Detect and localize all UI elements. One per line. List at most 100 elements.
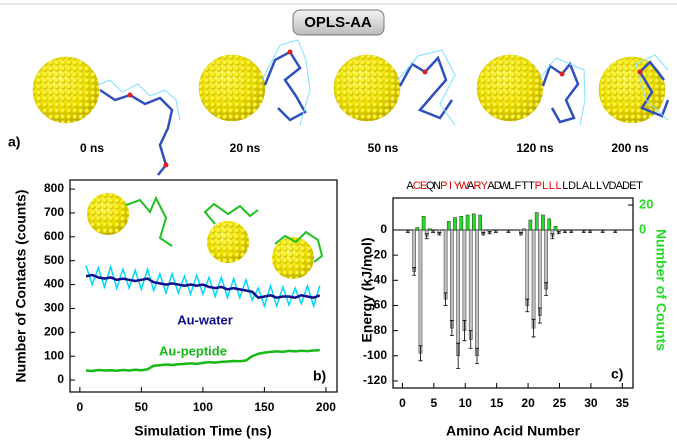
bar	[534, 212, 539, 231]
series-label: Au-water	[177, 312, 233, 327]
error-bar	[588, 229, 593, 233]
sequence-letter: D	[622, 180, 630, 192]
error-bar	[418, 345, 423, 362]
y2-tick-label: 20	[639, 196, 653, 211]
bar	[475, 229, 479, 357]
sequence-letter: C	[413, 180, 421, 192]
sequence-letter: D	[568, 180, 576, 192]
bar	[472, 213, 476, 231]
x-tick-label: 0	[76, 400, 83, 414]
x-tick-label: 10	[459, 396, 473, 410]
error-bar	[506, 229, 511, 233]
sequence-letter: Q	[426, 180, 435, 192]
series-line	[85, 273, 321, 300]
error-bar	[487, 230, 492, 235]
error-bar	[468, 330, 473, 349]
y-tick-label: -40	[370, 272, 388, 286]
y-tick-label: 200	[44, 324, 64, 338]
error-bar	[613, 229, 618, 233]
bar	[450, 229, 454, 329]
error-bar	[525, 298, 530, 313]
error-bar	[531, 318, 536, 338]
bar	[544, 229, 548, 290]
bar	[415, 227, 420, 231]
sequence-letter: L	[549, 180, 555, 192]
y-tick-label: 800	[44, 181, 64, 195]
y-axis-title: Energy (kJ/mol)	[359, 237, 375, 342]
y-tick-label: 600	[44, 229, 64, 243]
sequence-letter: L	[596, 180, 602, 192]
bar	[531, 229, 536, 329]
error-bar	[405, 229, 410, 233]
x-axis-title: Amino Acid Number	[446, 423, 581, 439]
error-bar	[437, 232, 442, 236]
inset	[87, 193, 324, 279]
sequence-letter: D	[609, 180, 617, 192]
sequence-letter: N	[433, 180, 441, 192]
time-label: 50 ns	[368, 141, 399, 155]
error-bar	[600, 229, 605, 233]
y2-tick-label: 0	[639, 221, 646, 236]
series-label: Au-peptide	[159, 343, 227, 358]
x-tick-label: 30	[584, 396, 598, 410]
bar	[465, 214, 470, 231]
x-tick-label: 150	[254, 400, 274, 414]
panel-label: a)	[8, 134, 20, 150]
snapshots	[32, 39, 670, 176]
bar	[547, 218, 552, 231]
bar	[478, 214, 482, 231]
y-tick-label: 700	[44, 205, 64, 219]
y-axis-title: Number of Contacts (counts)	[13, 190, 29, 383]
sequence-letter: R	[474, 180, 482, 192]
series-line	[85, 264, 321, 309]
y-tick-label: 0	[57, 372, 64, 386]
sequence-letter: A	[616, 180, 624, 192]
error-bar	[550, 233, 555, 240]
y-tick-label: 400	[44, 277, 64, 291]
x-tick-label: 200	[316, 400, 336, 414]
y-tick-label: -60	[370, 298, 388, 312]
error-bar	[456, 342, 461, 369]
x-tick-label: 100	[193, 400, 213, 414]
sequence-letter: F	[515, 180, 522, 192]
bar	[528, 219, 533, 231]
sequence-letter: L	[542, 180, 548, 192]
bar	[541, 214, 545, 231]
bar	[553, 226, 558, 231]
sequence-letter: A	[582, 180, 590, 192]
sequence-letter: Y	[454, 180, 462, 192]
sequence-letter: I	[449, 180, 452, 192]
plot-frame	[69, 179, 338, 393]
panel-label: b)	[313, 368, 326, 384]
y-tick-label: 500	[44, 253, 64, 267]
error-bar	[569, 229, 574, 233]
sequence-letter: L	[555, 180, 561, 192]
error-bar	[424, 233, 429, 240]
error-bar	[462, 320, 467, 342]
y-tick-label: -80	[370, 323, 388, 337]
error-bar	[493, 229, 498, 233]
error-bar	[556, 230, 561, 235]
error-bar	[562, 229, 567, 233]
title-box	[292, 9, 385, 36]
sequence-letter: Y	[481, 180, 489, 192]
sequence-letter: V	[602, 180, 610, 192]
x-tick-label: 25	[553, 396, 567, 410]
bar	[412, 229, 416, 272]
bar	[418, 229, 423, 354]
x-tick-label: 0	[399, 396, 406, 410]
sequence-letter: E	[420, 180, 427, 192]
time-label: 200 ns	[611, 141, 649, 155]
error-bar	[518, 232, 523, 236]
bar	[421, 216, 426, 231]
x-axis-title: Simulation Time (ns)	[134, 423, 271, 439]
bar	[459, 216, 464, 231]
bar	[443, 229, 448, 300]
sequence-letter: T	[521, 180, 528, 192]
y-tick-label: -100	[363, 348, 387, 362]
bar	[468, 229, 473, 340]
sequence-letter: T	[528, 180, 535, 192]
sequence-letter: L	[589, 180, 595, 192]
plot-frame	[392, 197, 634, 389]
